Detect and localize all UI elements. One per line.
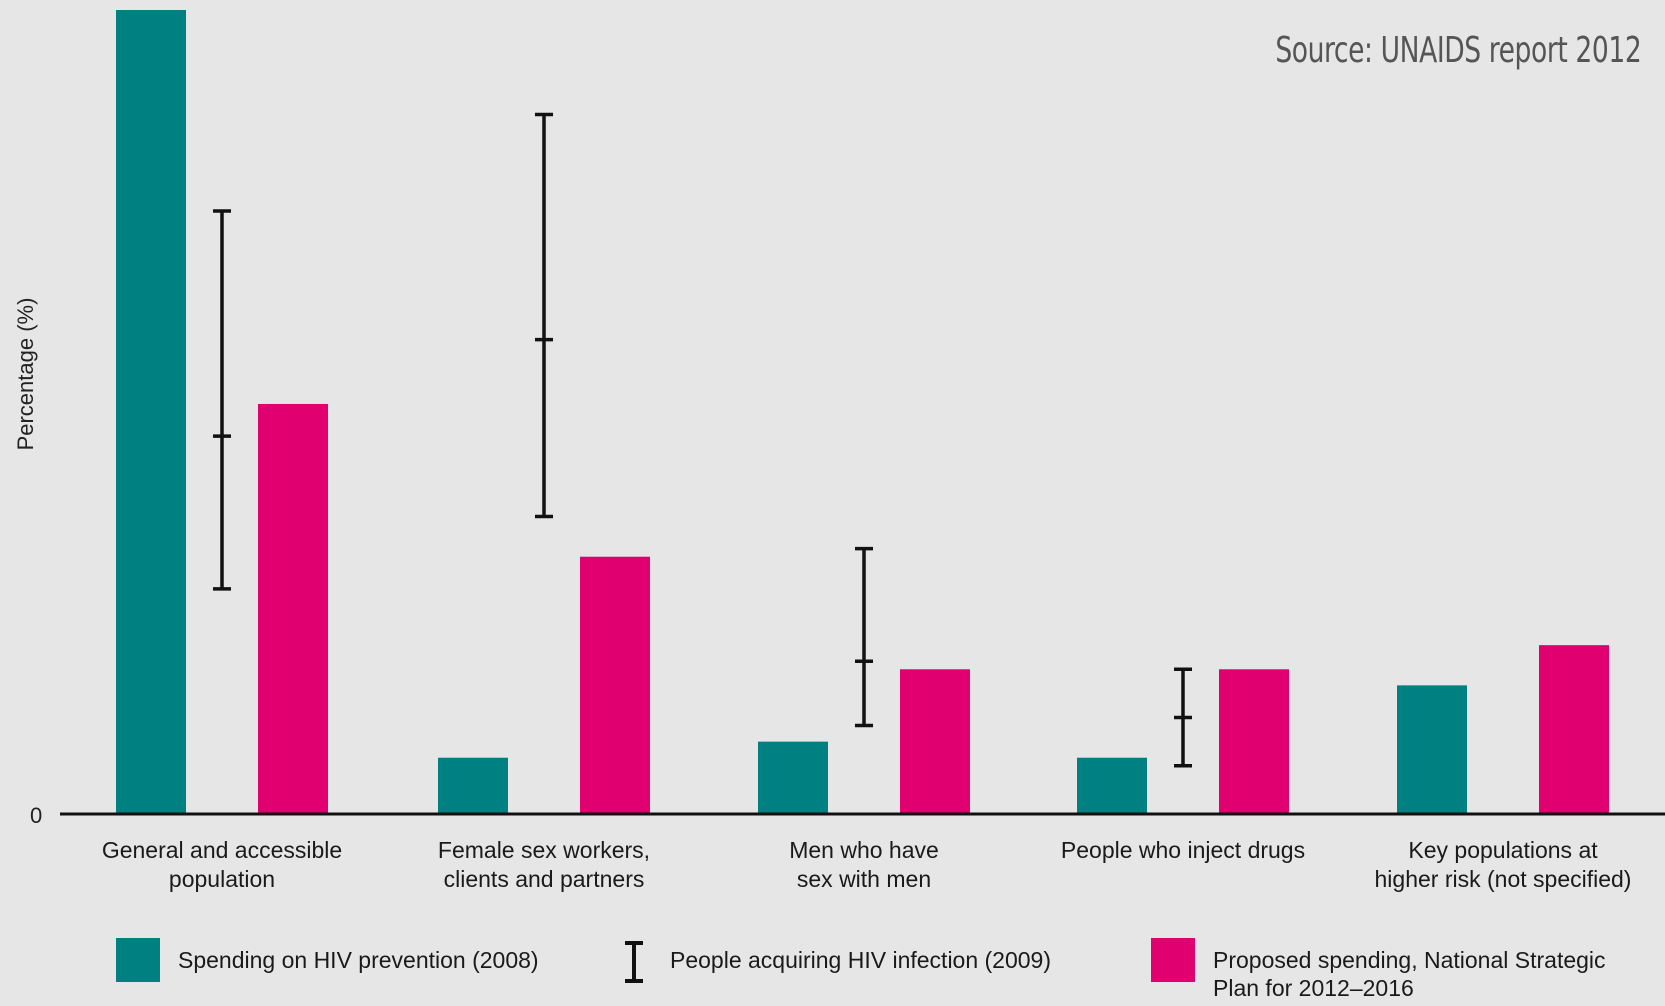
bar-prevention-general-and-accessible-population <box>116 10 186 814</box>
legend-swatch-proposed <box>1151 938 1195 982</box>
x-tick-label-line: clients and partners <box>443 866 645 892</box>
error-bar-icon <box>625 941 643 983</box>
x-tick-label-line: People who inject drugs <box>1060 837 1306 863</box>
bar-proposed-key-populations-at-higher-risk-not-specified <box>1539 645 1609 814</box>
bar-prevention-female-sex-workers-clients-and-partners <box>438 757 508 814</box>
legend-item-prevention: Spending on HIV prevention (2008) <box>116 938 539 982</box>
bar-proposed-female-sex-workers-clients-and-partners <box>580 556 650 814</box>
legend-item-proposed: Proposed spending, National Strategic Pl… <box>1151 938 1606 1002</box>
x-tick-label-line: Men who have <box>789 837 939 863</box>
legend-swatch-prevention <box>116 938 160 982</box>
x-tick-label-key-populations-at-higher-risk-not-specified: Key populations at higher risk (not speci… <box>1363 836 1643 894</box>
legend: Spending on HIV prevention (2008) People… <box>0 938 1665 1006</box>
bar-proposed-men-who-have-sex-with-men <box>900 669 970 814</box>
error-bar-female-sex-workers-clients-and-partners <box>535 112 553 519</box>
x-tick-label-men-who-have-sex-with-men: Men who have sex with men <box>724 836 1004 894</box>
x-tick-label-general-and-accessible-population: General and accessible population <box>82 836 362 894</box>
x-tick-label-line: Key populations at <box>1408 837 1598 863</box>
x-tick-label-line: sex with men <box>796 866 932 892</box>
y-tick-label-zero: 0 <box>30 803 43 828</box>
legend-item-infection: People acquiring HIV infection (2009) <box>622 940 1051 984</box>
x-tick-label-line: population <box>168 866 276 892</box>
x-tick-label-line: General and accessible <box>101 837 343 863</box>
error-bar-people-who-inject-drugs <box>1174 667 1192 768</box>
source-note: Source: UNAIDS report 2012 <box>1275 30 1641 71</box>
error-bar-men-who-have-sex-with-men <box>855 546 873 728</box>
y-axis-label: Percentage (%) <box>13 297 38 451</box>
x-tick-label-line: Female sex workers, <box>437 837 651 863</box>
legend-label-infection: People acquiring HIV infection (2009) <box>670 947 1052 973</box>
bar-proposed-general-and-accessible-population <box>258 403 328 814</box>
bar-proposed-people-who-inject-drugs <box>1219 669 1289 814</box>
x-tick-label-line: higher risk (not specified) <box>1374 866 1632 892</box>
legend-label-proposed-line1: Proposed spending, National Strategic <box>1213 947 1606 973</box>
bar-prevention-men-who-have-sex-with-men <box>758 741 828 814</box>
x-tick-label-female-sex-workers-clients-and-partners: Female sex workers, clients and partners <box>404 836 684 894</box>
bar-prevention-key-populations-at-higher-risk-not-specified <box>1397 685 1467 814</box>
legend-label-prevention: Spending on HIV prevention (2008) <box>178 947 539 973</box>
legend-label-proposed-line2: Plan for 2012–2016 <box>1213 975 1414 1001</box>
x-tick-label-people-who-inject-drugs: People who inject drugs <box>1043 836 1323 865</box>
bar-prevention-people-who-inject-drugs <box>1077 757 1147 814</box>
legend-label-proposed: Proposed spending, National Strategic Pl… <box>1213 940 1606 1002</box>
error-bar-general-and-accessible-population <box>213 209 231 591</box>
